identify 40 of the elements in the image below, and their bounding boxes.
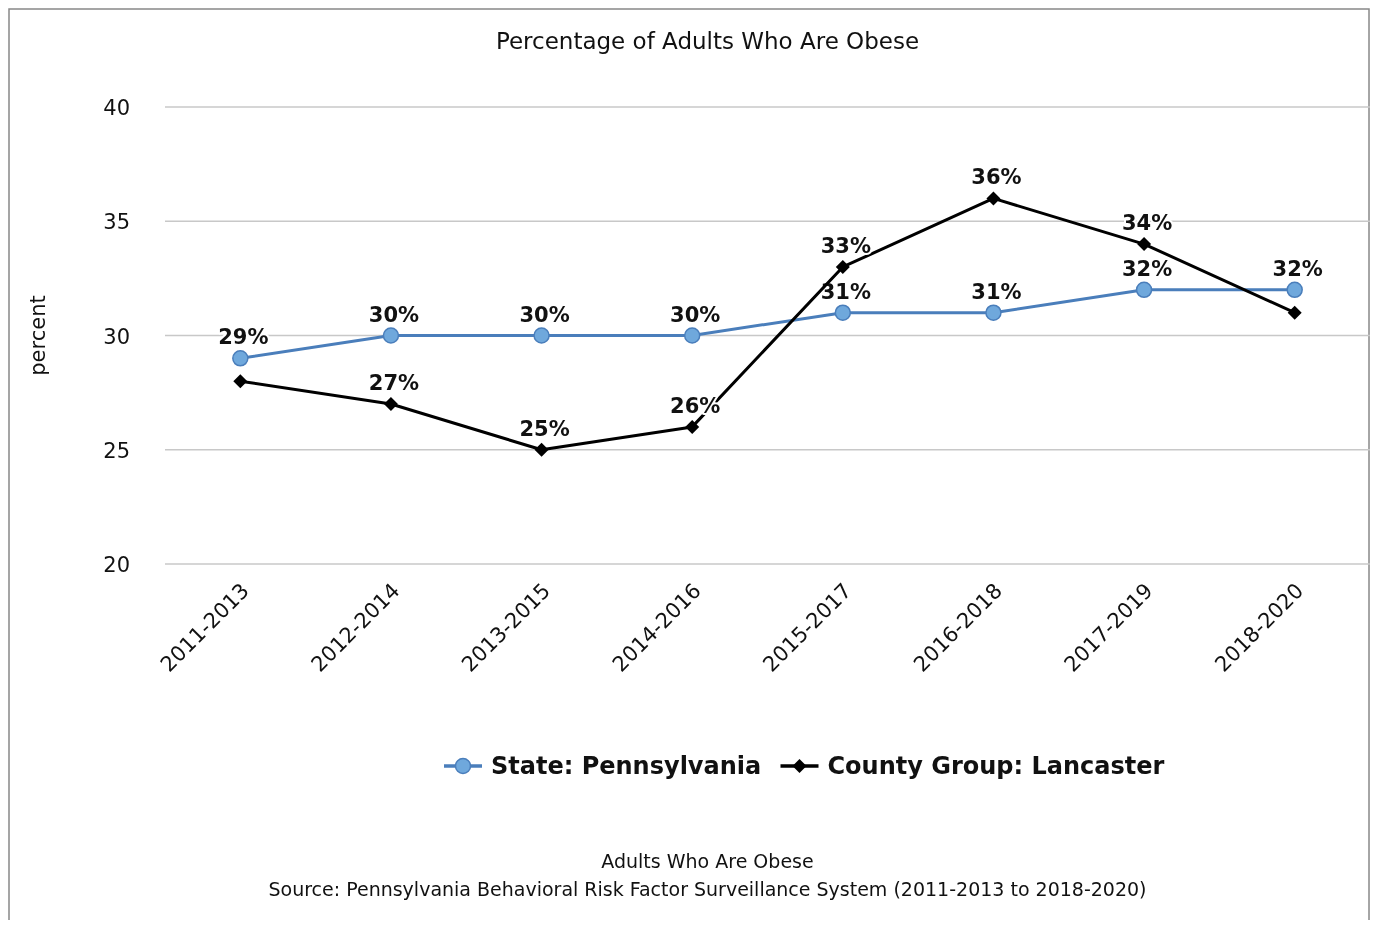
- source-note: Source: Pennsylvania Behavioral Risk Factor Surveillance System (2011-2013 to 2018-2020): [268, 878, 1147, 900]
- point: [1287, 305, 1302, 320]
- y-tick-label: 25: [103, 438, 130, 463]
- point: [685, 419, 700, 434]
- point: [834, 304, 852, 321]
- y-tick-label: 35: [103, 210, 130, 235]
- data-label: 27%: [368, 371, 420, 396]
- data-label: 30%: [368, 302, 420, 327]
- y-tick-label: 20: [103, 553, 130, 577]
- point: [1286, 281, 1303, 299]
- data-label: 30%: [670, 302, 721, 327]
- data-label: 31%: [971, 279, 1022, 304]
- data-label: 29%: [218, 325, 269, 350]
- point: [1135, 281, 1153, 299]
- point: [534, 442, 549, 457]
- legend-label: County Group: Lancaster: [827, 752, 1165, 780]
- data-label: 25%: [519, 416, 570, 441]
- y-tick-label: 40: [103, 96, 130, 120]
- data-label: 33%: [820, 233, 871, 258]
- point: [383, 397, 398, 412]
- point: [835, 259, 850, 274]
- y-axis-title: percent: [26, 295, 50, 376]
- data-label: 32%: [1121, 256, 1173, 281]
- point: [1137, 237, 1152, 252]
- point: [232, 350, 249, 367]
- point: [986, 191, 1001, 206]
- point: [533, 327, 550, 344]
- point: [683, 327, 701, 344]
- data-label: 34%: [1121, 211, 1173, 236]
- legend-label: State: Pennsylvania: [491, 752, 762, 780]
- data-label: 32%: [1272, 256, 1323, 281]
- chart-title: Percentage of Adults Who Are Obese: [495, 28, 920, 54]
- point: [985, 304, 1002, 321]
- data-label: 36%: [971, 165, 1022, 190]
- point: [382, 327, 400, 344]
- data-label: 31%: [820, 279, 871, 304]
- text: Adults Who Are Obese: [601, 850, 814, 872]
- y-tick-label: 30: [103, 324, 130, 349]
- data-label: 30%: [519, 302, 570, 327]
- point: [233, 374, 248, 389]
